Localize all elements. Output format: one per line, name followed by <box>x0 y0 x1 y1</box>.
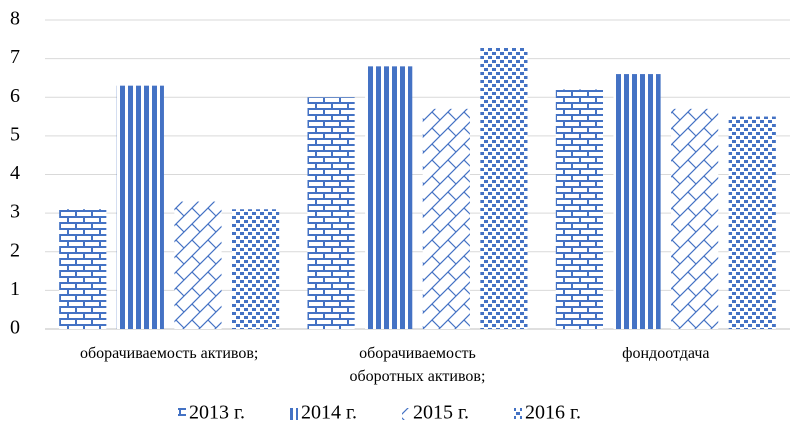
x-tick-label: фондоотдача <box>622 345 710 362</box>
y-tick-label: 8 <box>10 8 20 30</box>
legend-swatch <box>178 408 186 420</box>
y-tick-label: 4 <box>10 162 20 184</box>
legend-label: 2016 г. <box>525 402 581 424</box>
bar <box>728 116 776 329</box>
bar <box>671 108 719 330</box>
y-tick-label: 7 <box>10 46 20 68</box>
bar <box>555 89 604 330</box>
y-tick-label: 1 <box>10 278 20 300</box>
y-tick-label: 5 <box>10 123 20 145</box>
bar <box>174 201 222 329</box>
legend-swatch <box>402 408 410 420</box>
y-tick-label: 2 <box>10 239 20 261</box>
legend-label: 2015 г. <box>413 402 469 424</box>
bar <box>231 209 280 329</box>
bar <box>59 209 107 329</box>
bar <box>613 74 661 329</box>
bar <box>307 97 355 329</box>
y-tick-label: 3 <box>10 201 20 223</box>
legend-swatch <box>514 408 522 420</box>
bar <box>116 85 164 329</box>
x-tick-label: оборачиваемость активов; <box>79 345 259 362</box>
bar <box>365 66 413 329</box>
legend-swatch <box>290 408 298 420</box>
x-tick-label: оборачиваемость оборотных активов; <box>349 345 486 385</box>
legend-label: 2014 г. <box>301 402 357 424</box>
legend-label: 2013 г. <box>189 402 245 424</box>
bar <box>422 108 470 330</box>
y-tick-label: 6 <box>10 85 20 107</box>
bar <box>480 47 528 329</box>
y-tick-label: 0 <box>10 317 20 339</box>
